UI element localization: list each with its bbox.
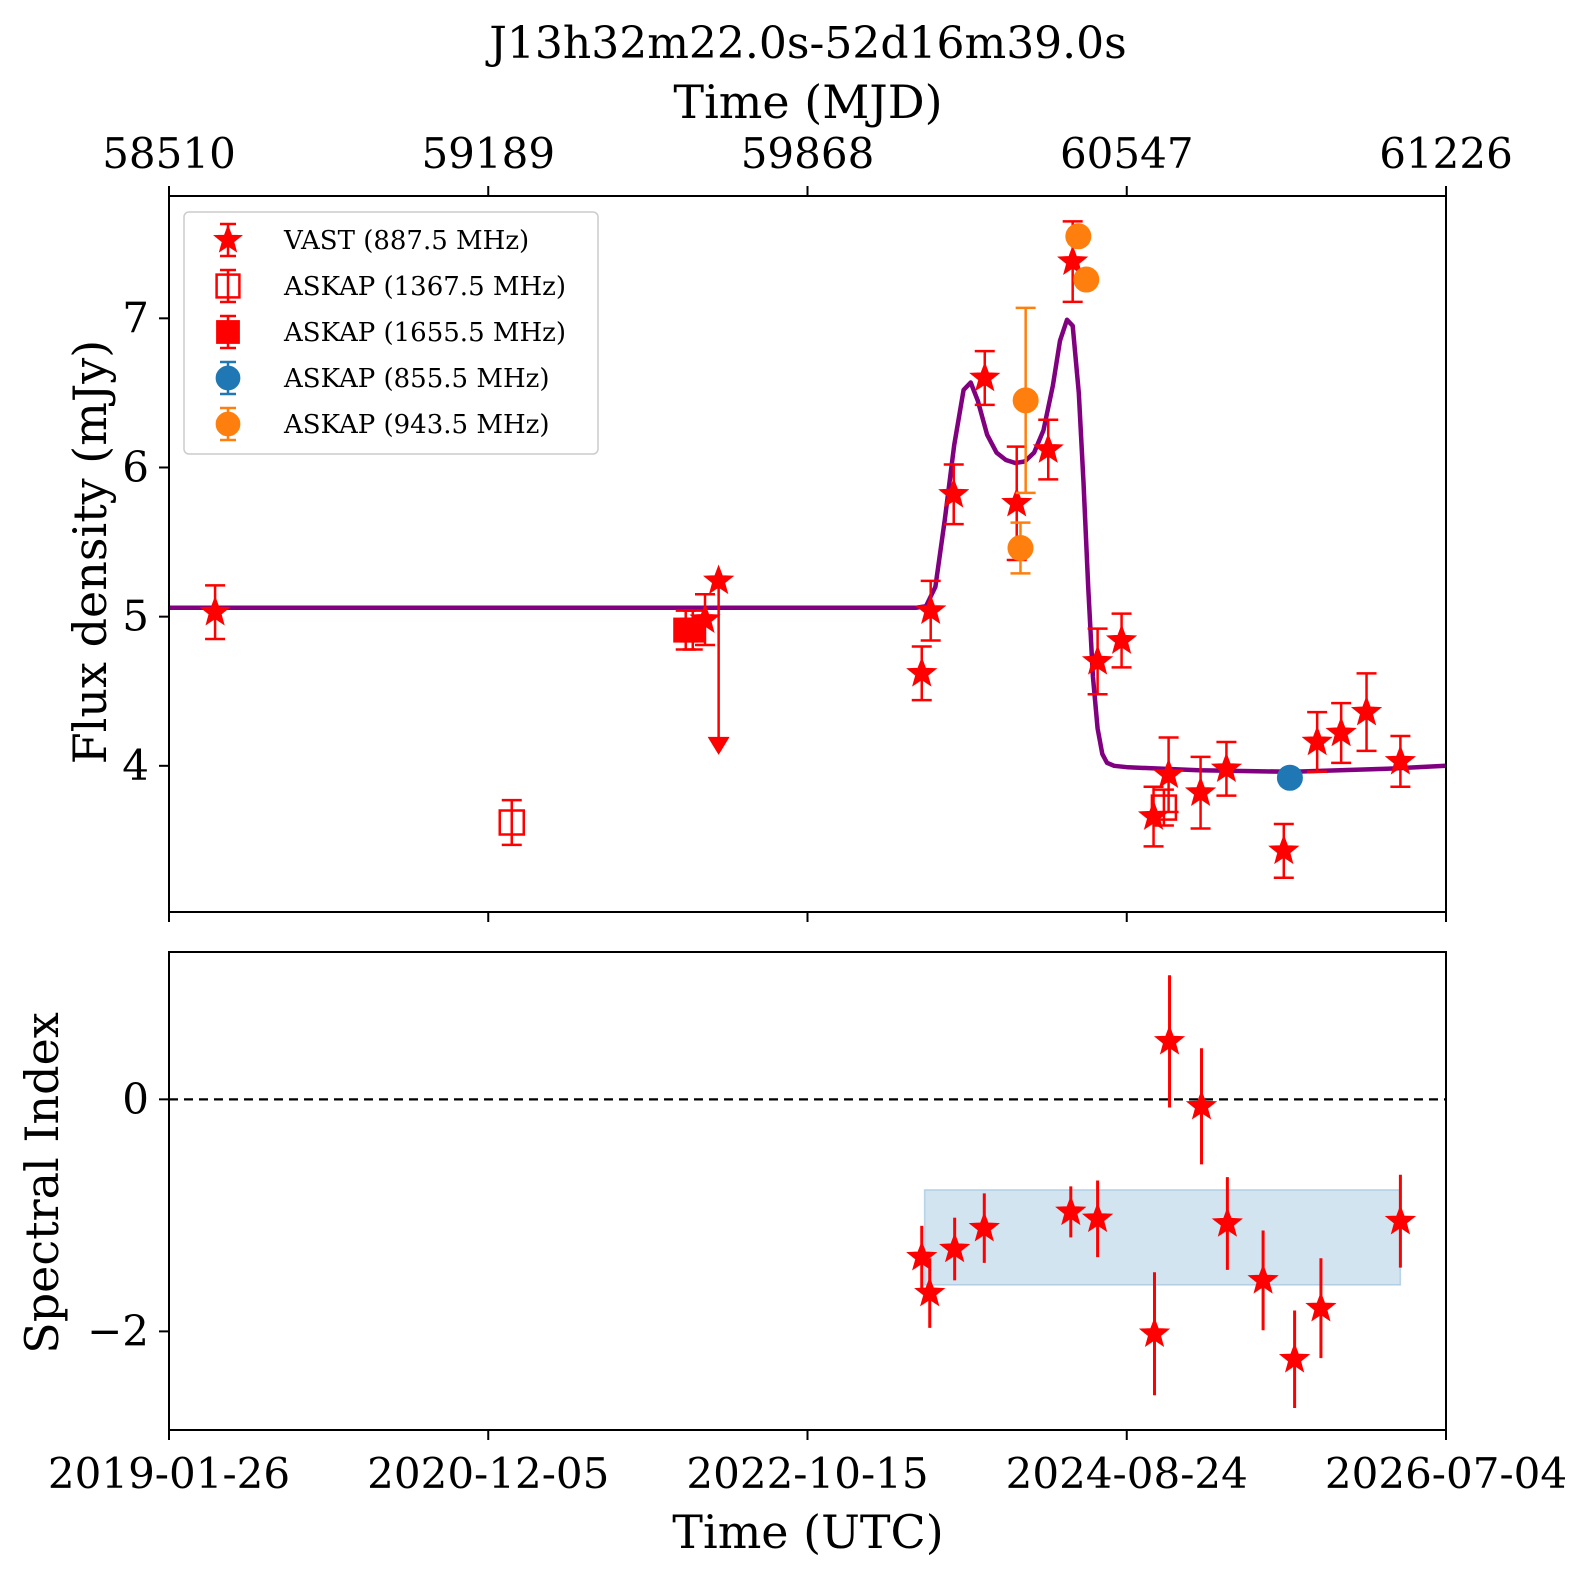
flux-point [680, 617, 706, 643]
flux-point [199, 595, 231, 626]
spectral-index-points [906, 975, 1417, 1408]
legend-label: ASKAP (1655.5 MHz) [283, 318, 566, 348]
bottom-panel-frame [168, 951, 1447, 1431]
bottom-x-axis-label: Time (UTC) [672, 1505, 943, 1559]
spectral-index-point [1247, 1263, 1279, 1294]
flux-point [915, 594, 947, 624]
flux-point [1276, 764, 1303, 791]
bottom-x-tick-label: 2024-08-24 [1006, 1449, 1248, 1498]
legend-marker [215, 365, 241, 391]
top-panel-ticks: 58510 59189 59868 60547 61226 4 5 6 7 [102, 129, 1513, 922]
flux-point [1350, 695, 1383, 726]
bottom-x-tick-label: 2026-07-04 [1325, 1449, 1567, 1498]
flux-point [938, 477, 970, 508]
spectral-index-panel: Spectral Index Time (UTC) 2019-01-26 2020… [15, 951, 1567, 1559]
spectral-index-point [1305, 1291, 1337, 1322]
top-x-tick-label: 61226 [1379, 129, 1513, 178]
flux-point [1012, 387, 1039, 414]
flux-point [1081, 644, 1114, 675]
legend-label: VAST (887.5 MHz) [283, 226, 529, 256]
top-y-tick-label: 5 [122, 592, 149, 641]
flux-data-points [199, 220, 1417, 879]
top-x-tick-label: 59868 [741, 129, 875, 178]
top-x-tick-label: 59189 [421, 129, 555, 178]
model-curve-layer [169, 317, 1447, 775]
bottom-y-axis-label: Spectral Index [15, 1012, 69, 1354]
flux-point [1105, 624, 1138, 654]
top-y-tick-label: 7 [122, 293, 149, 342]
flux-point [1384, 744, 1417, 775]
flux-point [1073, 266, 1100, 293]
flux-point [1001, 486, 1033, 517]
legend-marker [213, 224, 243, 253]
flux-point [906, 656, 938, 687]
legend: VAST (887.5 MHz) ASKAP (1367.5 MHz) ASKAP … [183, 211, 599, 455]
spectral-index-point [1211, 1207, 1243, 1237]
flux-density-panel: J13h32m22.0s-52d16m39.0s Time (MJD) Flux… [63, 18, 1513, 922]
legend-marker [215, 273, 241, 299]
spectral-index-point [1278, 1342, 1311, 1373]
flux-point [1007, 535, 1034, 562]
flux-point [1184, 776, 1217, 806]
legend-label: ASKAP (1367.5 MHz) [283, 272, 566, 302]
top-x-axis-label: Time (MJD) [673, 75, 942, 129]
top-y-tick-label: 6 [122, 442, 149, 491]
flux-point [1301, 725, 1333, 756]
spectral-index-point [914, 1276, 946, 1307]
top-x-tick-label: 60547 [1060, 129, 1194, 178]
legend-label: ASKAP (943.5 MHz) [283, 410, 549, 440]
spectral-index-point [1055, 1195, 1087, 1226]
bottom-y-tick-label: 0 [122, 1074, 149, 1123]
top-x-tick-label: 58510 [102, 129, 236, 178]
model-curve [169, 317, 1447, 775]
spectral-index-point [968, 1211, 1000, 1242]
legend-marker [216, 320, 240, 344]
flux-point [1057, 245, 1089, 275]
bottom-x-tick-label: 2020-12-05 [367, 1449, 609, 1498]
top-y-tick-label: 4 [122, 741, 149, 790]
top-y-axis-label: Flux density (mJy) [63, 340, 117, 764]
spectral-index-point [939, 1232, 971, 1263]
bottom-panel-ticks: 2019-01-26 2020-12-05 2022-10-15 2024-08-24… [48, 1074, 1567, 1498]
flux-point [1210, 752, 1243, 783]
spectral-index-range-band [923, 1189, 1402, 1286]
spectral-index-point [1081, 1202, 1114, 1233]
spectral-index-point [906, 1240, 938, 1271]
upper-limit-arrowhead [707, 736, 730, 755]
bottom-x-tick-label: 2019-01-26 [48, 1449, 290, 1498]
flux-point [1065, 223, 1092, 250]
flux-point [1152, 758, 1185, 789]
bottom-y-tick-label: −2 [87, 1306, 149, 1355]
flux-point [703, 564, 735, 595]
flux-point [1325, 716, 1357, 747]
legend-box [183, 211, 599, 455]
flux-error-bar [501, 798, 522, 847]
flux-point [1268, 834, 1300, 865]
spectral-index-point [1185, 1089, 1218, 1120]
spectral-index-point [1138, 1317, 1171, 1347]
flux-point [1032, 433, 1064, 463]
flux-point [969, 361, 1001, 392]
spectral-index-point [1384, 1204, 1417, 1235]
flux-point [498, 809, 526, 836]
legend-marker [215, 411, 241, 437]
chart-title: J13h32m22.0s-52d16m39.0s [485, 18, 1127, 69]
flux-point [1150, 794, 1178, 821]
bottom-x-tick-label: 2022-10-15 [686, 1449, 928, 1498]
legend-label: ASKAP (855.5 MHz) [283, 364, 549, 394]
top-panel-frame [168, 195, 1447, 913]
spectral-index-point [1153, 1024, 1186, 1055]
